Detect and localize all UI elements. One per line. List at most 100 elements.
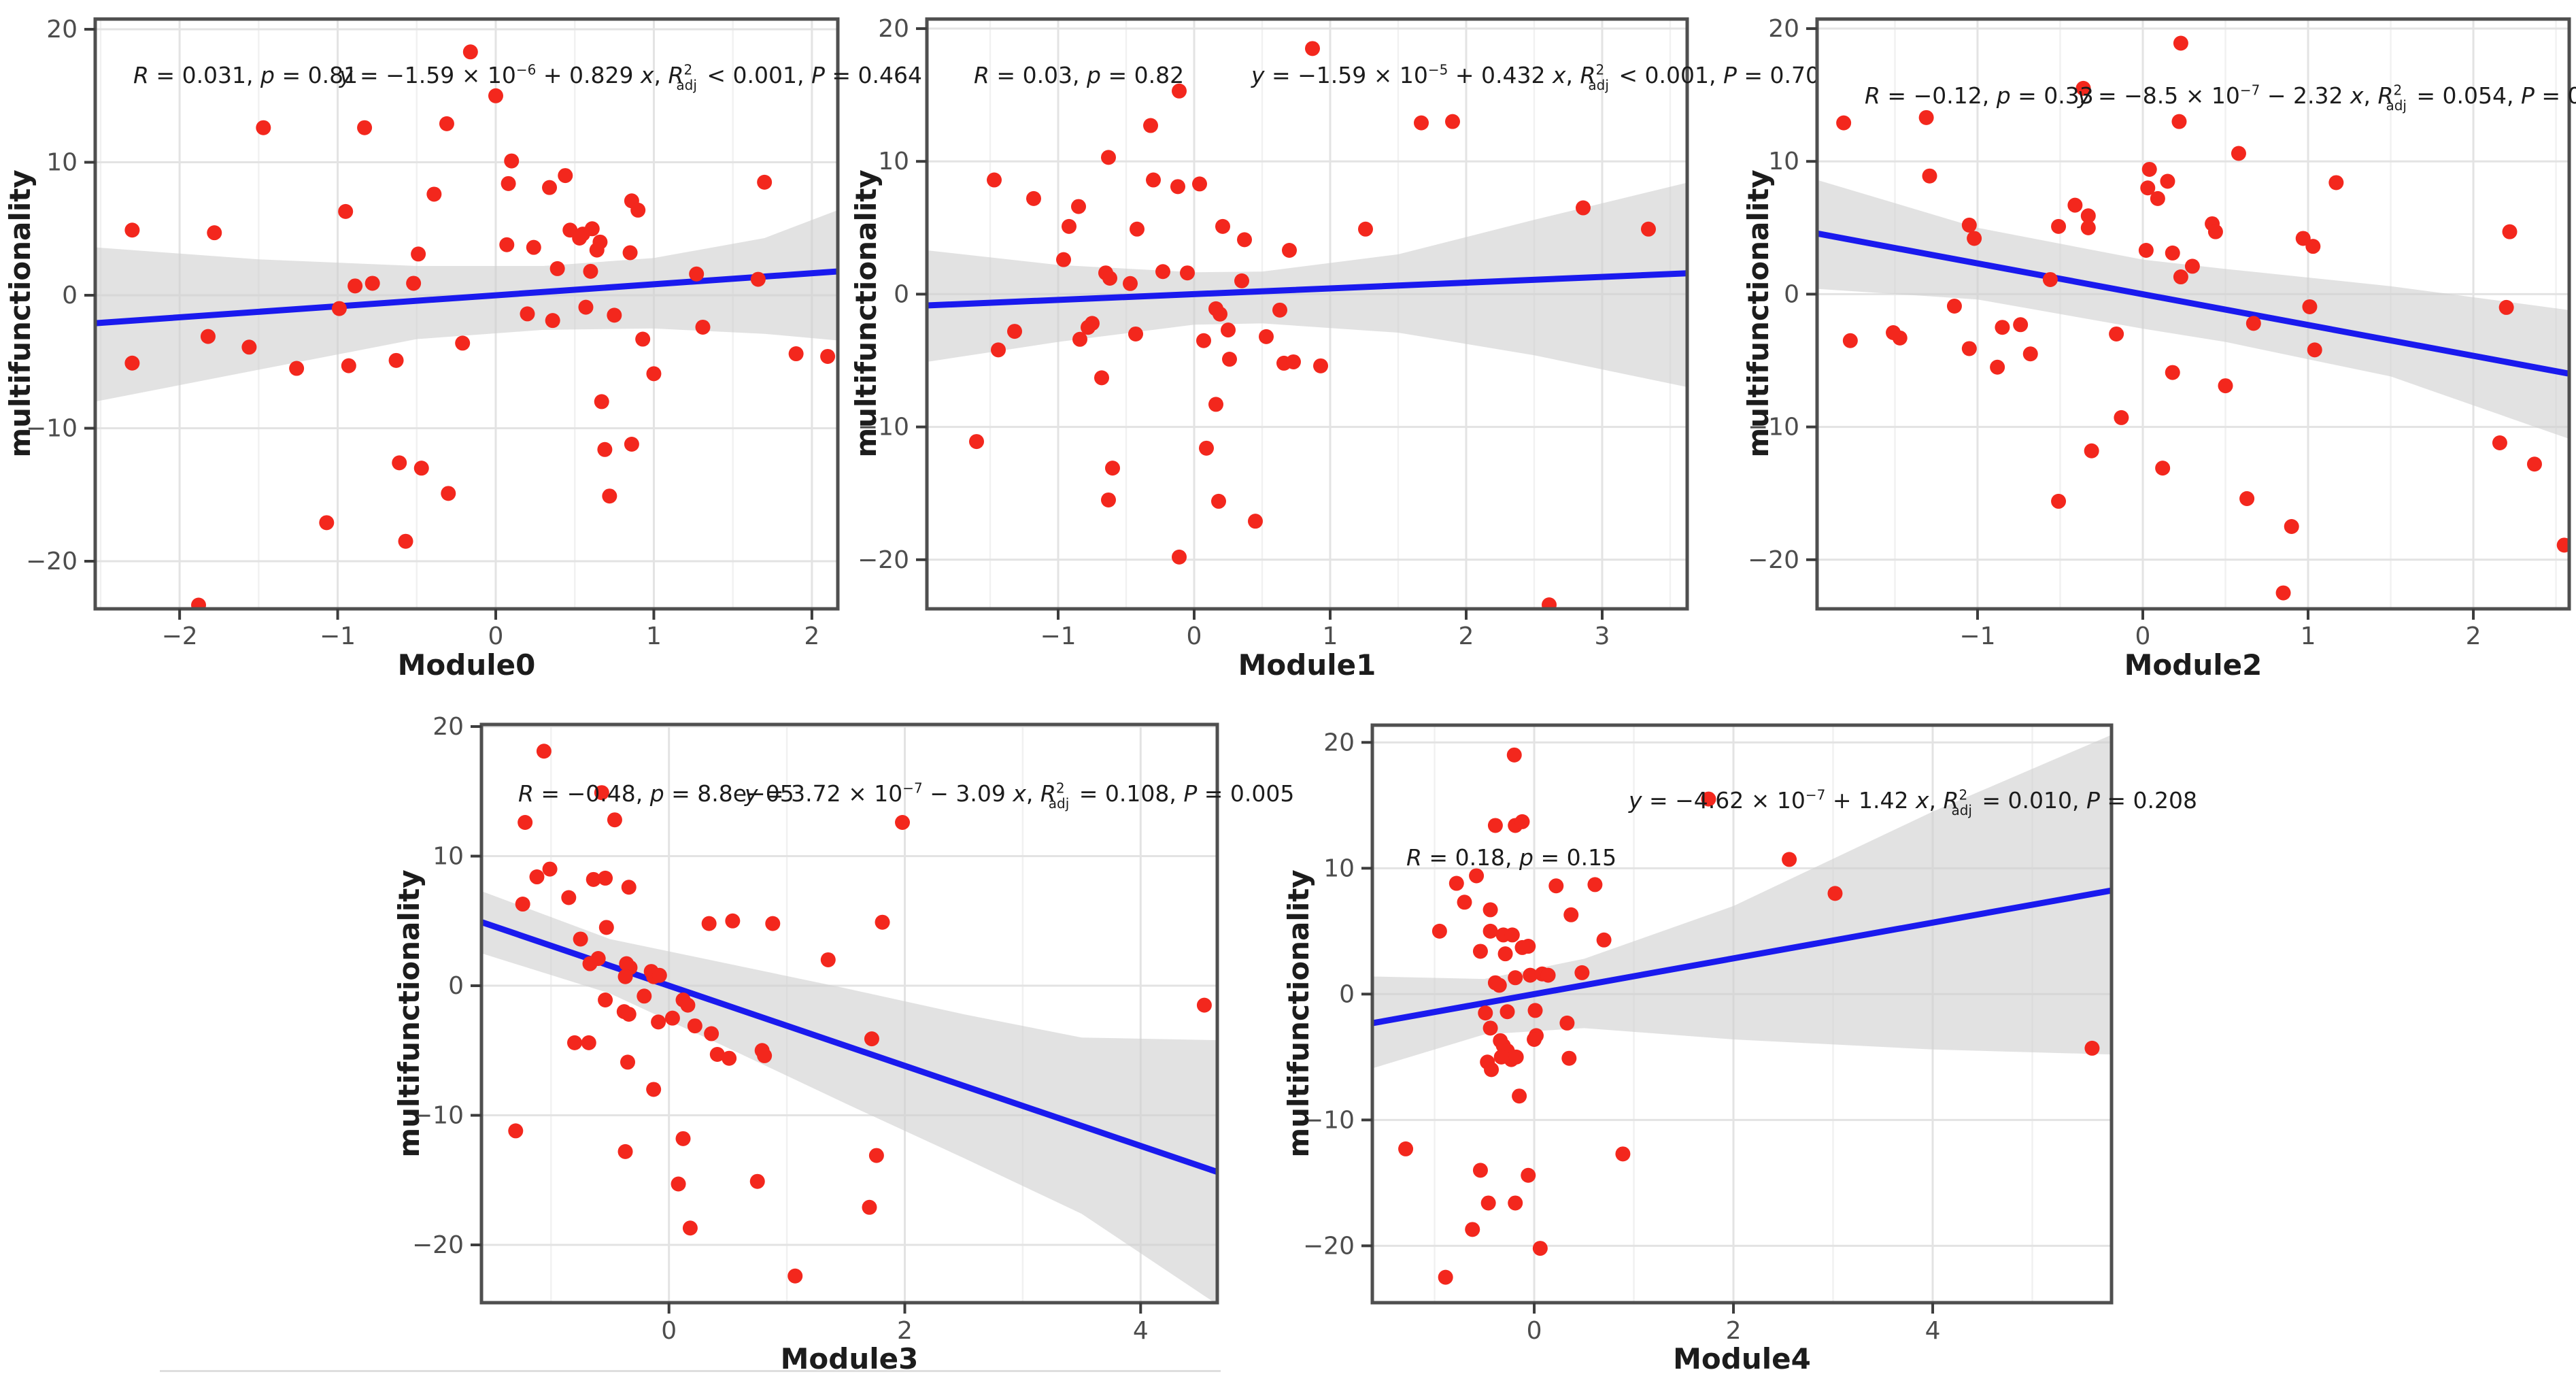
- data-point: [868, 1148, 884, 1163]
- x-tick-label: −1: [1959, 622, 1995, 650]
- y-axis-title: multifunctionality: [1282, 869, 1315, 1157]
- data-point: [200, 329, 216, 344]
- data-point: [1170, 179, 1185, 195]
- data-point: [689, 266, 705, 282]
- data-point: [695, 319, 711, 335]
- data-point: [1211, 493, 1226, 509]
- data-point: [1540, 967, 1556, 983]
- data-point: [2328, 175, 2344, 190]
- data-point: [2114, 410, 2129, 425]
- data-point: [1512, 1088, 1527, 1104]
- data-point: [969, 434, 984, 450]
- data-point: [1782, 852, 1797, 867]
- data-point: [622, 245, 638, 261]
- data-point: [1130, 221, 1145, 237]
- data-point: [2498, 299, 2514, 315]
- data-point: [750, 271, 766, 287]
- data-point: [607, 307, 622, 323]
- data-point: [1482, 923, 1498, 939]
- x-axis-title: Module1: [1238, 648, 1376, 682]
- data-point: [2295, 231, 2311, 246]
- data-point: [1484, 1062, 1499, 1078]
- data-point: [682, 1220, 698, 1236]
- data-point: [687, 1018, 702, 1034]
- data-point: [1491, 978, 1507, 993]
- data-point: [1234, 273, 1249, 288]
- y-axis-title: multifunctionality: [392, 869, 426, 1157]
- data-point: [586, 871, 601, 887]
- data-point: [413, 461, 429, 476]
- confidence-band: [95, 210, 838, 402]
- panel-border: [1370, 723, 2114, 1305]
- data-point: [1414, 115, 1429, 131]
- y-tick-label: 0: [448, 972, 464, 1000]
- x-tick-label: 0: [1187, 622, 1202, 650]
- data-point: [1469, 868, 1485, 884]
- data-point: [2218, 378, 2233, 394]
- data-point: [598, 992, 613, 1007]
- data-point: [2184, 258, 2200, 274]
- data-point: [1431, 923, 1447, 939]
- data-point: [2231, 146, 2246, 161]
- data-point: [572, 230, 588, 246]
- data-point: [598, 870, 613, 886]
- data-point: [1497, 946, 1513, 962]
- annotation-equation: y = −4.62 × 10−7 + 1.42 x, R2 adj = 0.010…: [1628, 786, 2197, 818]
- annotation-r-p: R = −0.48, p = 8.8e−05: [518, 780, 794, 807]
- data-point: [680, 997, 696, 1013]
- data-point: [1506, 747, 1522, 763]
- data-point: [2042, 271, 2058, 287]
- x-tick-label: 1: [1323, 622, 1338, 650]
- y-tick-label: −20: [1303, 1232, 1355, 1260]
- data-point: [1472, 944, 1488, 959]
- data-point: [2140, 180, 2156, 196]
- data-point: [1465, 1222, 1480, 1237]
- data-point: [1701, 791, 1716, 807]
- figure-bottom-border: [160, 1370, 1221, 1372]
- data-point: [1961, 341, 1977, 356]
- data-point: [1286, 354, 1301, 369]
- data-point: [289, 361, 305, 376]
- data-point: [578, 299, 594, 315]
- data-point: [124, 355, 140, 371]
- data-point: [1438, 1269, 1453, 1285]
- y-tick-label: 20: [433, 713, 464, 741]
- axes: 0 2 4 20 10 0 −10 −20: [1303, 729, 1940, 1345]
- data-point: [1123, 276, 1138, 291]
- data-point: [2109, 326, 2124, 341]
- y-tick-label: 10: [1323, 854, 1355, 882]
- data-point: [2080, 208, 2096, 224]
- y-tick-label: 0: [1339, 980, 1355, 1008]
- data-point: [526, 239, 541, 255]
- y-tick-label: 10: [878, 148, 909, 176]
- data-point: [1172, 83, 1187, 99]
- data-point: [1128, 326, 1143, 341]
- x-tick-label: 0: [2135, 622, 2151, 650]
- data-point: [1105, 461, 1120, 476]
- data-point: [542, 861, 558, 877]
- data-point: [1155, 264, 1170, 280]
- data-point: [2013, 317, 2029, 333]
- data-point: [1222, 352, 1237, 367]
- data-points: [969, 41, 1656, 609]
- data-point: [518, 815, 533, 831]
- regression-line: [1372, 887, 2112, 1027]
- data-point: [1561, 1050, 1577, 1066]
- data-point: [1172, 549, 1187, 565]
- data-point: [573, 931, 588, 947]
- data-point: [1961, 217, 1977, 233]
- data-point: [589, 242, 605, 258]
- x-axis-title: Module4: [1673, 1342, 1811, 1375]
- data-point: [765, 916, 781, 931]
- data-point: [545, 313, 560, 329]
- data-point: [1576, 200, 1591, 216]
- data-point: [2022, 346, 2038, 362]
- panel-border: [93, 17, 840, 611]
